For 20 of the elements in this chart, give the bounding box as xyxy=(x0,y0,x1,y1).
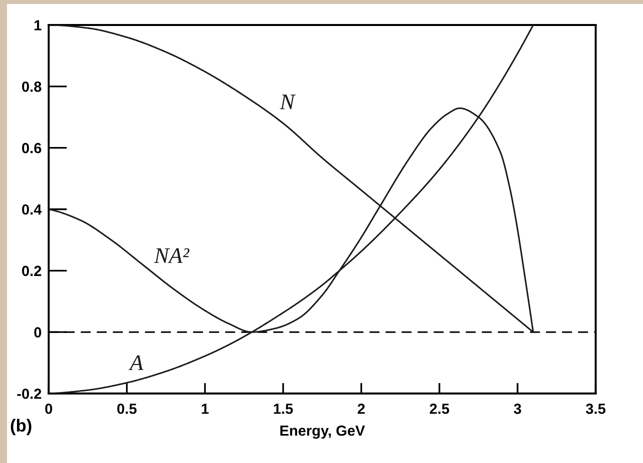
text: (b) xyxy=(10,418,32,436)
y-tick-label: 0.8 xyxy=(22,82,42,92)
series-label: N xyxy=(280,94,296,110)
x-tick-label: 1 xyxy=(202,404,209,414)
x-tick-label: 0 xyxy=(45,404,52,414)
y-tick-label: 1 xyxy=(34,20,42,30)
y-tick-label: 0.2 xyxy=(22,266,42,276)
x-tick-label: 3 xyxy=(514,404,522,414)
y-tick-label: -0.2 xyxy=(17,388,42,399)
x-tick-label: 2 xyxy=(358,404,365,414)
x-tick-label: 1.5 xyxy=(274,404,293,414)
y-tick-label: 0.6 xyxy=(22,142,42,154)
x-tick-label: 2.5 xyxy=(430,404,450,414)
x-tick-label: 3.5 xyxy=(586,404,606,414)
series-label: NA² xyxy=(154,248,190,263)
series-label: A xyxy=(128,355,144,370)
x-tick-label: 0.5 xyxy=(117,404,137,414)
y-tick-label: 0.4 xyxy=(22,204,42,215)
x-axis-title: Energy, GeV xyxy=(280,425,365,439)
y-tick-label: 0 xyxy=(34,327,42,338)
